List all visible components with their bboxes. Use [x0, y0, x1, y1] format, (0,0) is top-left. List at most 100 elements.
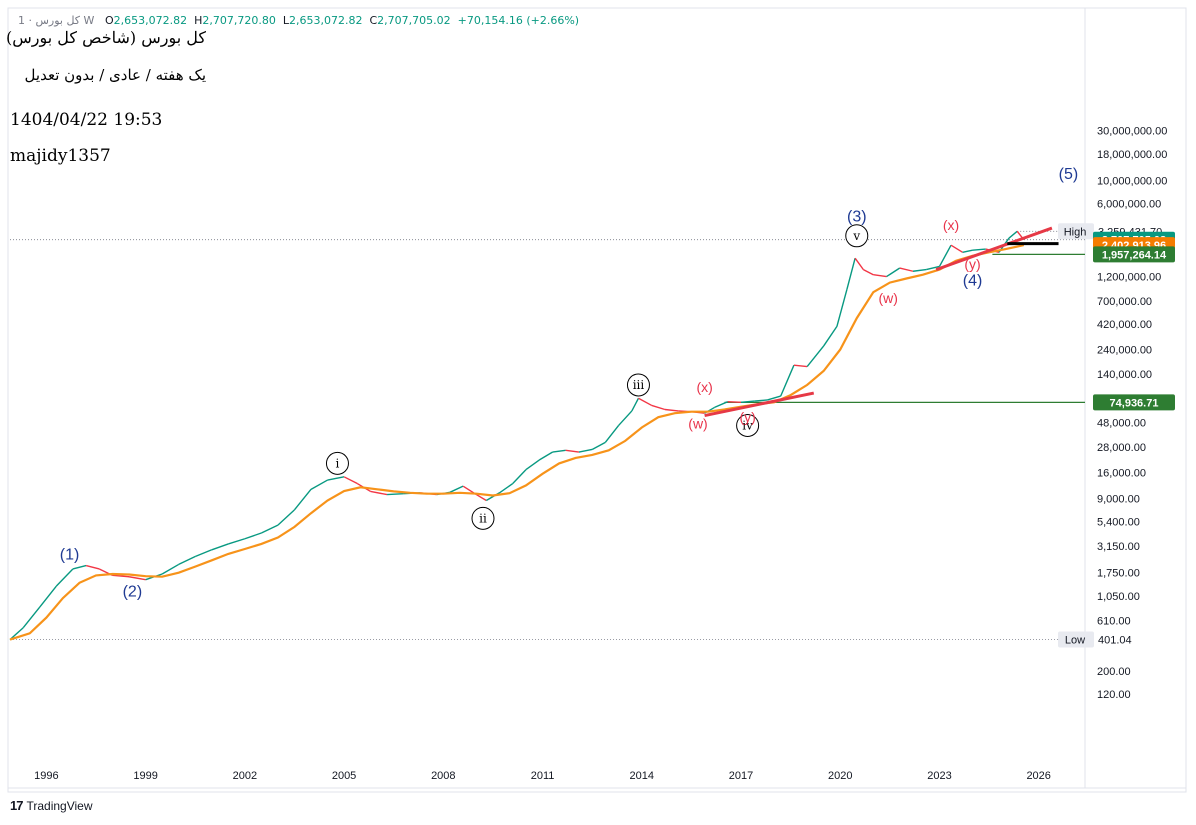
x-tick-label: 1996	[34, 770, 58, 782]
y-tick-label: 240,000.00	[1097, 345, 1152, 357]
wave-label: i	[336, 456, 340, 470]
price-segment	[178, 555, 196, 566]
price-segment	[85, 564, 100, 570]
price-segment	[211, 543, 229, 551]
y-tick-label: 3,150.00	[1097, 541, 1140, 553]
price-segment	[912, 268, 927, 272]
price-badge-box	[1093, 394, 1175, 411]
price-segment	[873, 274, 887, 278]
price-segment	[664, 408, 679, 412]
price-segment	[194, 549, 213, 558]
price-segment	[780, 364, 795, 397]
price-segment	[512, 469, 527, 485]
price-segment	[899, 267, 914, 272]
y-tick-label: 9,000.00	[1097, 493, 1140, 505]
price-segment	[538, 451, 553, 461]
price-segment	[604, 425, 620, 443]
chart-title: کل بورس (شاخص کل بورس)	[5, 28, 206, 47]
price-segment	[578, 448, 593, 453]
trend-line	[935, 226, 1053, 272]
x-tick-label: 1999	[133, 770, 157, 782]
wave-label: (1)	[60, 547, 80, 564]
y-tick-label: 1,050.00	[1097, 591, 1140, 603]
close-value: 2,707,705.02	[377, 14, 451, 27]
price-segment	[387, 492, 404, 496]
wave-label: v	[852, 229, 860, 243]
wave-circle	[626, 373, 650, 397]
y-tick-label: 140,000.00	[1097, 369, 1152, 381]
tradingview-logo[interactable]: 17 TradingView	[10, 798, 93, 813]
y-tick-label: 6,000,000.00	[1097, 199, 1161, 211]
price-segment	[836, 289, 848, 327]
wave-label: (y)	[739, 409, 755, 425]
price-segment	[754, 399, 768, 402]
symbol-info: 1 · کل بورس W	[18, 14, 95, 27]
tradingview-logo-text: TradingView	[26, 798, 93, 813]
x-tick-label: 2011	[531, 770, 555, 782]
wave-label: (y)	[964, 256, 980, 272]
y-tick-label: 610.00	[1097, 615, 1131, 627]
x-tick-label: 2014	[630, 770, 654, 782]
tradingview-logo-icon: 17	[10, 798, 24, 813]
moving-average-line	[9, 244, 1025, 641]
price-segment	[476, 493, 487, 502]
price-segment	[651, 404, 666, 411]
y-tick-label: 30,000,000.00	[1097, 126, 1167, 138]
price-segment	[863, 268, 874, 276]
price-segment	[22, 606, 41, 629]
wave-circle	[325, 451, 349, 475]
price-segment	[972, 248, 986, 251]
price-segment	[591, 441, 606, 451]
wave-label: (x)	[696, 379, 712, 395]
price-segment	[293, 488, 312, 511]
y-tick-label: 1,200,000.00	[1097, 272, 1161, 284]
close-label: C	[369, 14, 378, 27]
y-tick-label: 28,000.00	[1097, 442, 1146, 454]
price-segment	[823, 326, 838, 347]
wave-label: (w)	[688, 415, 707, 431]
price-segment	[938, 244, 952, 267]
y-tick-label: 420,000.00	[1097, 319, 1152, 331]
price-segment	[327, 476, 345, 481]
price-segment	[727, 401, 742, 404]
x-tick-label: 2026	[1026, 770, 1050, 782]
price-segment	[525, 459, 540, 471]
y-tick-label: 1,750.00	[1097, 568, 1140, 580]
wave-label: (3)	[847, 209, 867, 226]
price-segment	[55, 568, 74, 587]
price-segment	[638, 397, 653, 407]
wave-label: iv	[742, 418, 753, 432]
author-name: majidy1357	[10, 146, 111, 166]
price-badge-box	[1093, 246, 1175, 263]
price-segment	[72, 564, 87, 570]
y-tick-label: 700,000.00	[1097, 296, 1152, 308]
price-segment	[552, 449, 566, 453]
date-stamp: 1404/04/22 19:53	[10, 110, 163, 130]
ohlc-header: 1 · کل بورس W O2,653,072.82 H2,707,720.8…	[18, 14, 579, 27]
low-label: L	[282, 14, 289, 27]
price-segment	[277, 509, 295, 526]
badge-label: Low	[1065, 634, 1085, 646]
price-segment	[310, 479, 328, 490]
price-segment	[261, 524, 279, 534]
price-segment	[886, 267, 901, 278]
price-segment	[806, 345, 825, 367]
x-tick-label: 2017	[729, 770, 753, 782]
badge-label-box	[1058, 223, 1094, 240]
x-tick-label: 2005	[332, 770, 356, 782]
wave-circle	[471, 506, 495, 530]
wave-label: (w)	[878, 290, 897, 306]
price-segment	[244, 532, 262, 540]
trend-line	[704, 391, 815, 418]
wave-label: (5)	[1059, 166, 1079, 183]
price-segment	[161, 563, 180, 575]
price-segment	[370, 490, 388, 496]
price-badge-value: 1,957,264.14	[1102, 249, 1167, 261]
wave-label: iii	[633, 378, 645, 392]
price-segment	[854, 257, 864, 271]
price-segment	[950, 244, 963, 253]
x-tick-label: 2023	[927, 770, 951, 782]
price-segment	[618, 410, 633, 426]
chart-frame	[7, 7, 1187, 793]
